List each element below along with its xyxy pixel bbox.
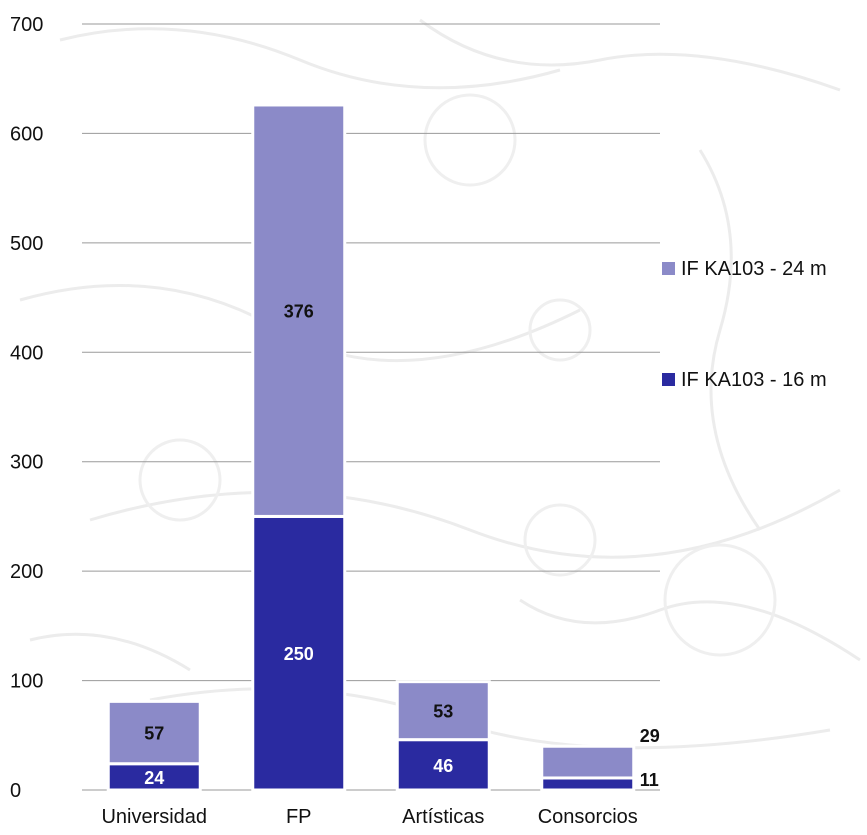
x-category-label: Universidad xyxy=(101,806,207,828)
y-tick-label: 300 xyxy=(10,452,43,474)
data-labels: 24 57 250 376 46 53 11 29 xyxy=(144,302,660,790)
legend-swatch xyxy=(662,373,675,386)
background-doodle xyxy=(423,93,517,187)
data-label: 250 xyxy=(284,644,314,664)
legend-label: IF KA103 - 16 m xyxy=(681,369,827,391)
bars xyxy=(106,103,636,792)
data-label: 57 xyxy=(144,724,164,744)
bar-segment xyxy=(540,744,636,780)
data-label: 24 xyxy=(144,768,164,788)
x-category-label: FP xyxy=(286,806,312,828)
bar-segment xyxy=(540,776,636,792)
data-label: 53 xyxy=(433,702,453,722)
legend-swatch xyxy=(662,262,675,275)
data-label: 29 xyxy=(640,726,660,746)
bar-segment xyxy=(251,103,347,518)
background-doodle xyxy=(89,488,841,559)
background-doodle xyxy=(59,27,561,90)
x-category-label: Artísticas xyxy=(402,806,484,828)
background-doodle xyxy=(138,438,222,522)
bar-segment xyxy=(106,699,202,766)
x-category-label: Consorcios xyxy=(538,806,638,828)
background-doodle xyxy=(698,149,762,531)
background-doodle xyxy=(663,543,777,657)
x-axis-categories: Universidad FP Artísticas Consorcios xyxy=(101,806,637,828)
legend: IF KA103 - 24 m IF KA103 - 16 m xyxy=(662,258,827,391)
y-tick-label: 100 xyxy=(10,671,43,693)
y-axis-ticks: 0 100 200 300 400 500 600 700 xyxy=(10,14,43,802)
y-tick-label: 700 xyxy=(10,14,43,36)
data-label: 376 xyxy=(284,302,314,322)
y-tick-label: 0 xyxy=(10,780,21,802)
y-tick-label: 600 xyxy=(10,123,43,145)
background-doodle xyxy=(419,18,841,92)
y-tick-label: 400 xyxy=(10,342,43,364)
data-label: 11 xyxy=(640,770,659,790)
background-doodle xyxy=(519,598,861,662)
y-tick-label: 500 xyxy=(10,233,43,255)
data-label: 46 xyxy=(433,756,453,776)
background-doodle xyxy=(523,503,597,577)
bar-segment xyxy=(395,738,491,792)
gridlines xyxy=(82,23,660,791)
background-doodle xyxy=(29,632,191,672)
bar-segment xyxy=(251,514,347,792)
legend-label: IF KA103 - 24 m xyxy=(681,258,827,280)
background-doodle xyxy=(528,298,592,362)
bar-segment xyxy=(395,680,491,742)
y-tick-label: 200 xyxy=(10,561,43,583)
